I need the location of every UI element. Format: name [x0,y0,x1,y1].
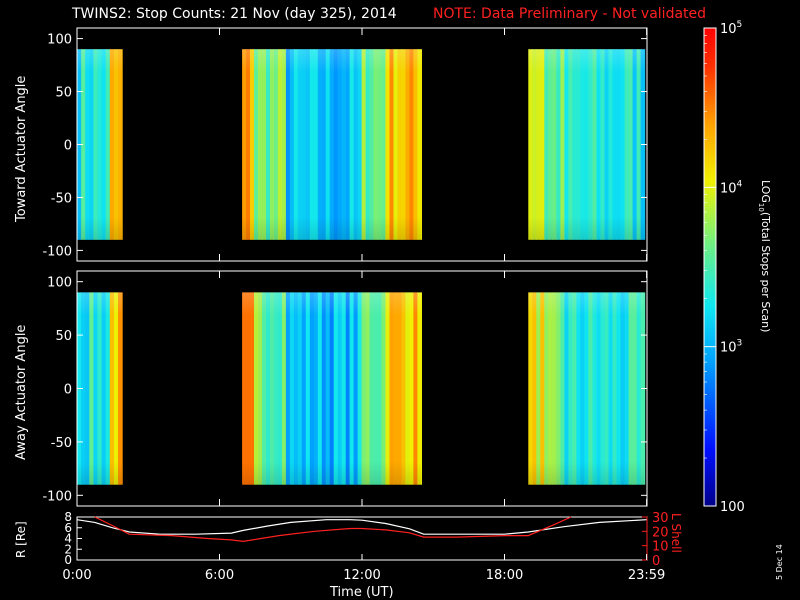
r-tick-label: 8 [64,510,72,524]
away-x-ticks [76,271,648,506]
y-tick-label: 0 [64,139,72,154]
heatmap-shading [528,49,645,240]
heatmap-shading [242,292,422,485]
heatmap-shading [77,292,123,485]
y-tick-label: 0 [64,383,72,398]
colorbar-label: LOG10(Total Stops per Scan) [757,180,772,332]
colorbar-tick-label: 104 [720,179,743,196]
ephemeris-lines [76,516,647,543]
colorbar-tick-exponent: 4 [737,179,743,189]
r-axis-label: R [Re] [14,521,28,558]
y-tick-label: 50 [55,329,72,344]
away-heatmap-panel: 100 50 0 -50 -100 [42,270,648,507]
ephemeris-panel-frame [76,516,648,561]
away-heatmap-cells [77,292,646,485]
lshell-tick-label: 0 [652,554,660,569]
y-tick-label: -50 [51,191,72,206]
away-y-label: Away Actuator Angle [14,324,29,460]
time-tick-label: 18:00 [486,568,523,583]
colorbar: 100 103 104 105 [703,20,745,515]
time-tick-label: 6:00 [205,568,234,583]
chart-title: TWINS2: Stop Counts: 21 Nov (day 325), 2… [72,6,397,22]
lshell-tick-label: 30 [652,511,669,526]
time-tick-label: 0:00 [62,568,91,583]
toward-y-axis: 100 50 0 -50 -100 [42,33,647,259]
data-note: NOTE: Data Preliminary - Not validated [433,6,707,22]
toward-heatmap-cells [77,49,646,240]
colorbar-tick-label: 105 [720,20,742,37]
r-tick-label: 0 [64,553,72,567]
toward-heatmap-panel: 100 50 0 -50 -100 [42,27,648,262]
time-tick-label: 23:59 [628,568,665,583]
heatmap-shading [528,292,645,485]
lshell-tick-label: 20 [652,525,669,540]
time-axis: 0:00 6:00 12:00 18:00 23:59 [62,554,665,583]
colorbar-tick-label: 103 [720,339,742,356]
r-tick-label: 4 [64,532,72,546]
r-tick-label: 2 [64,542,72,556]
colorbar-gradient [704,28,716,506]
date-stamp: 5 Dec 14 [775,544,784,580]
y-tick-label: -50 [51,436,72,451]
y-tick-label: 50 [55,86,72,101]
away-y-axis: 100 50 0 -50 -100 [42,276,647,504]
toward-y-label: Toward Actuator Angle [14,75,29,222]
lshell-tick-label: 10 [652,540,669,555]
time-tick-label: 12:00 [343,568,380,583]
colorbar-label-log: LOG [759,180,772,203]
y-tick-label: -100 [42,244,72,259]
heatmap-shading [242,49,422,240]
lshell-axis-label: L Shell [669,513,683,553]
x-axis-label: Time (UT) [330,585,394,600]
r-tick-label: 6 [64,521,72,535]
colorbar-label-rest: (Total Stops per Scan) [759,211,772,333]
lshell-line [94,516,572,543]
colorbar-tick-exponent: 3 [737,339,743,349]
y-tick-label: -100 [42,489,72,504]
toward-x-ticks [76,28,648,261]
y-tick-label: 100 [47,33,72,48]
colorbar-tick-exponent: 5 [737,20,743,30]
colorbar-tick-label: 100 [720,500,745,515]
colorbar-label-sub: 10 [756,202,765,212]
r-line [76,519,647,535]
y-tick-label: 100 [47,276,72,291]
heatmap-shading [77,49,123,240]
